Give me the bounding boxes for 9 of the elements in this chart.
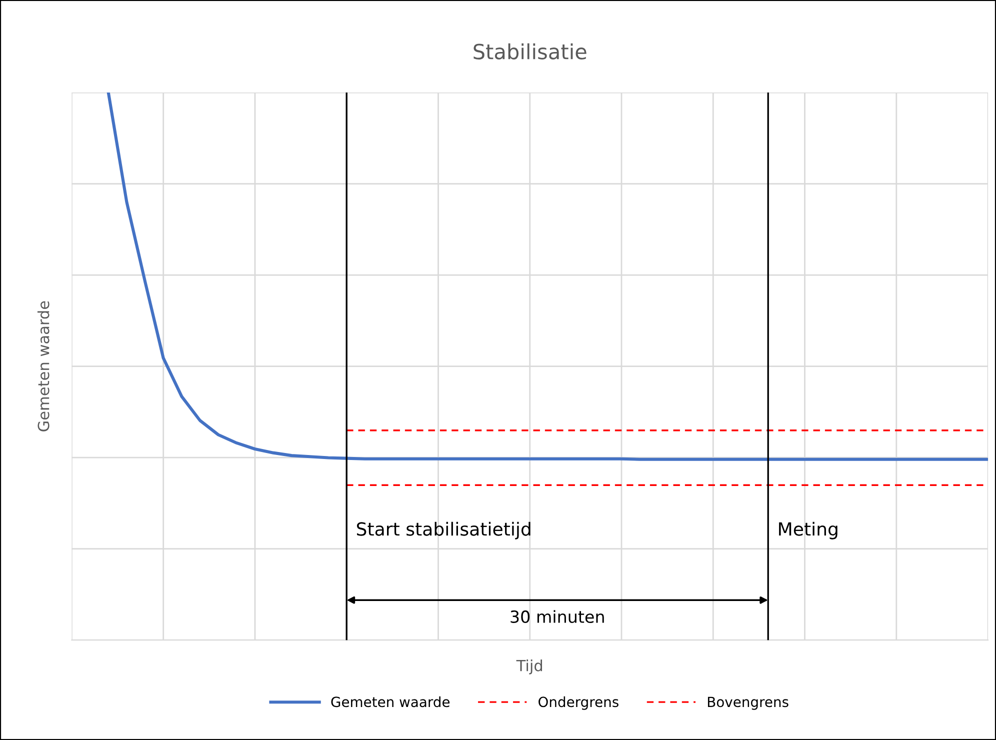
annotation: Meting (779, 522, 838, 540)
annotation: 30 minuten (510, 610, 604, 624)
y-axis-title: Gemeten waarde (37, 301, 50, 432)
chart-title: Stabilisatie (474, 43, 586, 60)
annotation: Start stabilisatietijd (356, 522, 530, 540)
x-axis-title: Tijd (516, 660, 542, 674)
legend-label: Bovengrens (708, 696, 788, 710)
legend-label: Gemeten waarde (331, 696, 450, 708)
legend-label: Ondergrens (538, 696, 618, 710)
